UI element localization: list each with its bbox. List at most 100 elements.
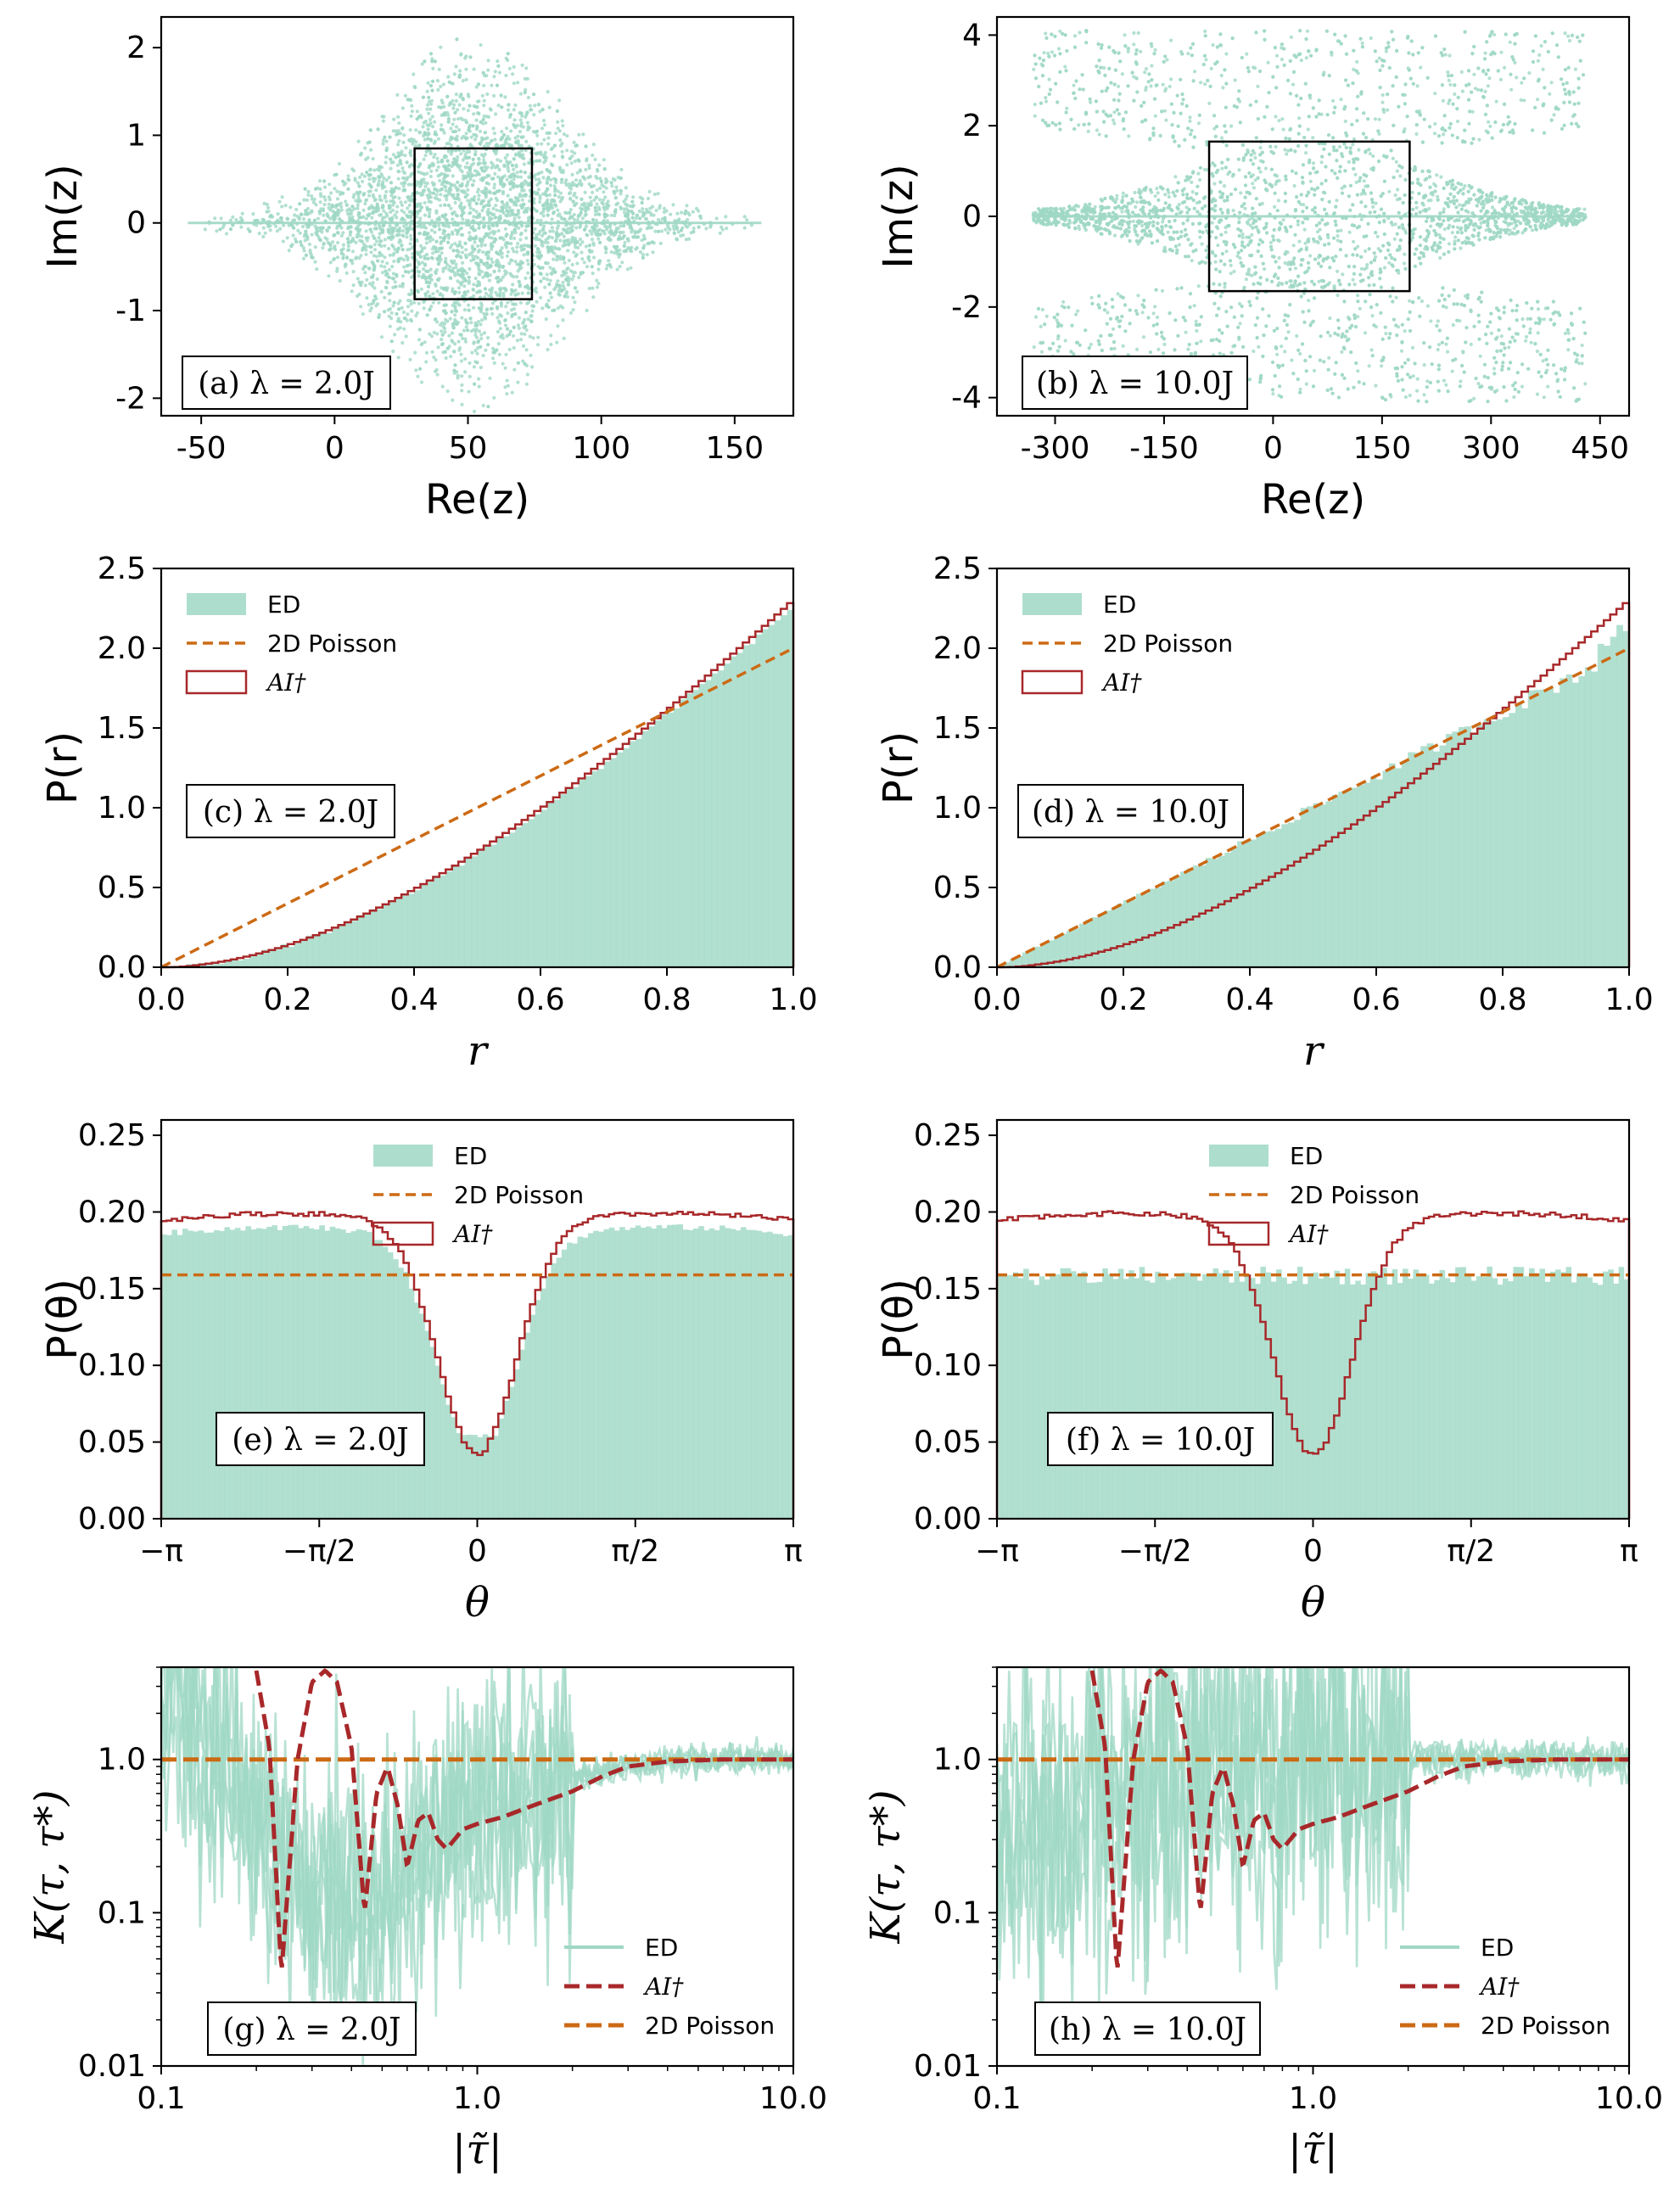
scatter-point bbox=[433, 196, 437, 200]
scatter-point bbox=[364, 229, 368, 233]
scatter-point bbox=[439, 257, 443, 261]
scatter-point bbox=[387, 228, 391, 232]
scatter-point bbox=[603, 215, 608, 219]
scatter-point bbox=[387, 247, 391, 251]
scatter-point bbox=[456, 223, 460, 227]
scatter-point bbox=[520, 198, 524, 202]
scatter-point bbox=[280, 195, 284, 199]
scatter-point bbox=[409, 302, 413, 306]
scatter-point bbox=[307, 242, 311, 246]
scatter-point bbox=[490, 301, 496, 305]
scatter-point bbox=[489, 210, 493, 216]
scatter-point bbox=[526, 291, 530, 295]
scatter-point bbox=[465, 150, 469, 154]
scatter-point bbox=[492, 212, 496, 216]
scatter-point bbox=[441, 238, 446, 243]
scatter-point bbox=[484, 175, 489, 179]
scatter-point bbox=[349, 211, 354, 216]
scatter-point bbox=[336, 240, 340, 245]
scatter-point bbox=[505, 177, 509, 182]
scatter-point bbox=[542, 155, 546, 160]
scatter-point bbox=[585, 265, 590, 269]
scatter-point bbox=[518, 300, 524, 305]
scatter-point bbox=[444, 303, 448, 307]
scatter-point bbox=[294, 239, 299, 244]
scatter-point bbox=[408, 215, 412, 219]
scatter-point bbox=[309, 252, 313, 257]
scatter-point bbox=[473, 149, 478, 154]
scatter-point bbox=[432, 120, 437, 124]
scatter-point bbox=[419, 380, 424, 384]
scatter-point bbox=[622, 207, 626, 211]
scatter-point bbox=[305, 235, 310, 239]
scatter-point bbox=[406, 299, 411, 303]
scatter-point bbox=[524, 276, 528, 280]
scatter-point bbox=[556, 189, 560, 193]
scatter-point bbox=[449, 152, 453, 156]
scatter-point bbox=[464, 325, 468, 329]
scatter-point bbox=[473, 247, 477, 251]
scatter-point bbox=[530, 365, 535, 369]
scatter-point bbox=[604, 250, 608, 255]
scatter-point bbox=[341, 231, 345, 235]
scatter-point bbox=[452, 103, 456, 107]
scatter-point bbox=[360, 239, 364, 244]
scatter-point bbox=[475, 170, 479, 174]
scatter-point bbox=[504, 137, 508, 142]
scatter-point bbox=[546, 245, 550, 249]
scatter-point bbox=[300, 243, 304, 248]
scatter-point bbox=[573, 151, 577, 155]
scatter-point bbox=[350, 204, 355, 209]
scatter-point bbox=[467, 128, 471, 132]
scatter-point bbox=[552, 267, 556, 272]
scatter-point bbox=[522, 156, 526, 160]
scatter-point bbox=[393, 280, 397, 284]
scatter-point bbox=[473, 240, 477, 244]
scatter-point bbox=[582, 260, 586, 265]
scatter-point bbox=[305, 232, 309, 237]
scatter-point bbox=[305, 212, 310, 216]
scatter-point bbox=[316, 235, 321, 239]
scatter-point bbox=[492, 149, 496, 154]
scatter-point bbox=[339, 226, 344, 230]
scatter-point bbox=[427, 215, 431, 219]
scatter-point bbox=[591, 255, 596, 260]
scatter-point bbox=[524, 382, 529, 386]
scatter-point bbox=[520, 63, 524, 67]
scatter-point bbox=[708, 225, 713, 229]
scatter-point bbox=[558, 257, 563, 261]
scatter-point bbox=[504, 245, 509, 249]
scatter-point bbox=[493, 230, 497, 234]
scatter-point bbox=[611, 176, 615, 181]
scatter-point bbox=[585, 308, 589, 313]
scatter-point bbox=[558, 138, 563, 143]
scatter-point bbox=[481, 205, 486, 210]
scatter-point bbox=[444, 260, 448, 265]
scatter-point bbox=[359, 283, 363, 288]
scatter-point bbox=[460, 374, 464, 378]
x-tick-label: 0 bbox=[325, 431, 344, 466]
scatter-point bbox=[522, 247, 526, 251]
x-tick-label: 100 bbox=[572, 431, 630, 466]
scatter-point bbox=[560, 142, 564, 146]
scatter-point bbox=[368, 189, 372, 193]
scatter-point bbox=[425, 107, 429, 111]
scatter-point bbox=[213, 216, 217, 221]
scatter-point bbox=[507, 175, 512, 179]
scatter-point bbox=[374, 210, 378, 214]
scatter-point bbox=[429, 228, 434, 232]
scatter-point bbox=[494, 196, 498, 200]
scatter-point bbox=[580, 197, 584, 201]
scatter-point bbox=[277, 199, 282, 204]
scatter-point bbox=[387, 204, 391, 208]
scatter-point bbox=[490, 288, 494, 293]
scatter-point bbox=[486, 336, 490, 340]
scatter-point bbox=[544, 238, 548, 242]
scatter-point bbox=[467, 173, 471, 177]
scatter-point bbox=[459, 232, 463, 237]
scatter-point bbox=[560, 119, 564, 123]
scatter-point bbox=[453, 129, 457, 134]
scatter-point bbox=[615, 249, 619, 253]
scatter-point bbox=[515, 245, 519, 249]
scatter-point bbox=[384, 155, 389, 160]
